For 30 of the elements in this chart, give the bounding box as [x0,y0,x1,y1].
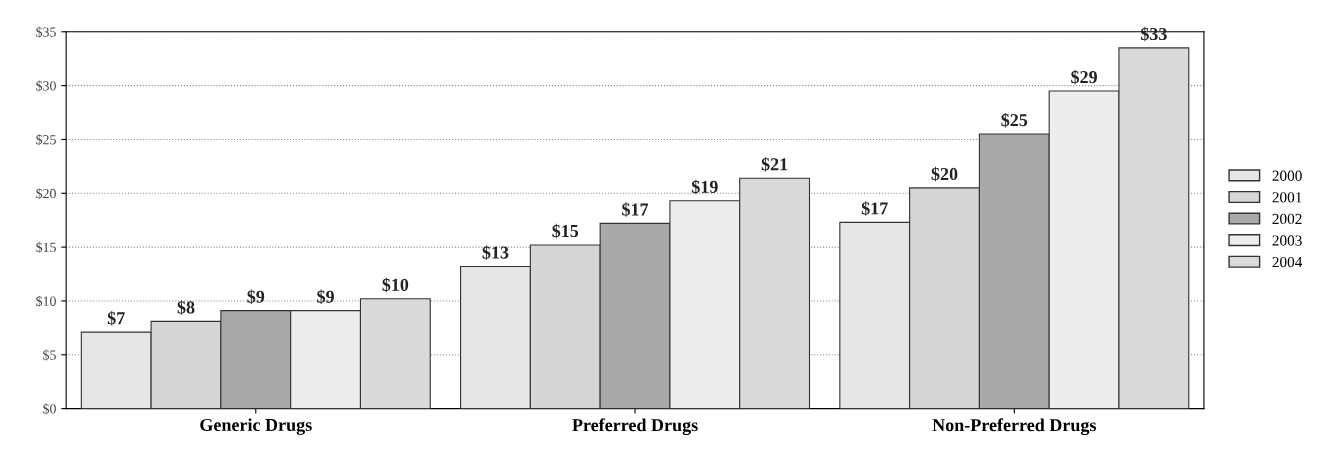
x-tick-label: Non-Preferred Drugs [932,418,1097,436]
y-tick-label: $10 [36,295,56,307]
data-label: $21 [761,157,788,172]
y-tick-label: $15 [36,241,56,253]
legend-label: 2000 [1272,170,1302,181]
data-label: $29 [1071,69,1097,85]
data-label: $13 [482,245,509,260]
y-tick-label: $20 [36,188,56,200]
data-label: $9 [317,289,334,304]
legend-label: 2004 [1272,256,1303,268]
y-tick-label: $35 [36,26,56,38]
data-label: $25 [1001,112,1028,128]
legend-label: 2002 [1272,213,1302,225]
x-tick-label: Generic Drugs [200,418,312,435]
data-label: $8 [177,300,195,315]
data-label: $9 [247,289,265,304]
y-tick-label: $0 [43,403,56,415]
y-tick-label: $25 [36,134,56,146]
data-label: $7 [107,311,125,326]
data-label: $20 [931,166,958,182]
y-tick-label: $5 [43,349,56,361]
y-tick-label: $30 [36,80,56,92]
data-label: $17 [622,202,649,217]
data-label: $19 [691,179,718,195]
legend-label: 2003 [1272,235,1302,246]
legend-label: 2001 [1272,192,1302,203]
data-label: $15 [552,223,579,239]
data-label: $17 [861,201,888,216]
x-tick-label: Preferred Drugs [572,418,698,436]
data-label: $10 [382,277,409,293]
